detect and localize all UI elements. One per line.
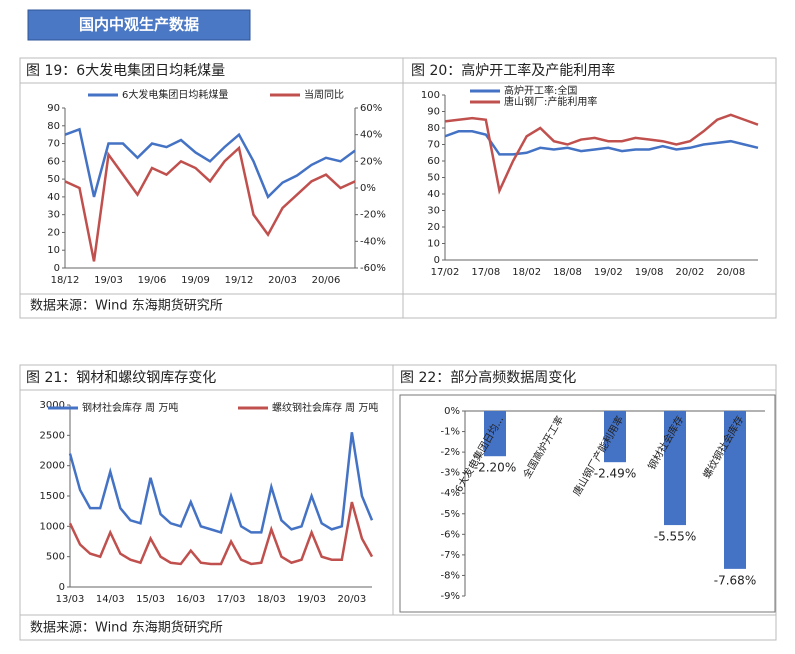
bar: [724, 411, 746, 569]
y-tick-label: -60%: [360, 263, 386, 274]
y-tick-label: 0: [54, 263, 60, 274]
panel-title: 图 22：部分高频数据周变化: [400, 369, 576, 386]
y-tick-label: 70: [427, 140, 440, 151]
y-tick-label: 30: [47, 210, 60, 221]
y-tick-label: -2%: [441, 447, 460, 458]
y-tick-label: 20%: [360, 156, 382, 167]
x-tick-label: 20/03: [268, 275, 297, 286]
x-tick-label: 20/02: [676, 267, 705, 278]
legend-label: 钢材社会库存 周 万吨: [82, 401, 178, 414]
y-tick-label: 60: [427, 156, 440, 167]
panel-title: 图 19：6大发电集团日均耗煤量: [26, 62, 225, 79]
y-tick-label: 20: [427, 222, 440, 233]
y-tick-label: -6%: [441, 529, 460, 540]
series-line: [444, 113, 759, 195]
y-tick-label: 80: [47, 121, 60, 132]
x-tick-label: 19/09: [181, 275, 210, 286]
y-tick-label: 3000: [40, 400, 65, 411]
y-tick-label: 100: [421, 90, 440, 101]
x-tick-label: 15/03: [136, 594, 165, 605]
banner-title: 国内中观生产数据: [79, 16, 199, 34]
y-tick-label: -7%: [441, 550, 460, 561]
y-tick-label: 60: [47, 156, 60, 167]
panel-title: 图 20：高炉开工率及产能利用率: [411, 62, 615, 79]
y-tick-label: 0%: [444, 406, 460, 417]
value-label: -5.55%: [654, 530, 696, 544]
y-tick-label: 40: [47, 192, 60, 203]
x-tick-label: 19/03: [297, 594, 326, 605]
y-tick-label: 50: [427, 173, 440, 184]
legend-label: 唐山钢厂:产能利用率: [504, 95, 597, 108]
value-label: -2.49%: [594, 467, 636, 481]
x-tick-label: 17/02: [431, 267, 460, 278]
x-tick-label: 19/06: [138, 275, 167, 286]
x-tick-label: 20/06: [312, 275, 341, 286]
x-tick-label: 17/03: [217, 594, 246, 605]
banner: [27, 9, 251, 41]
legend-label: 高炉开工率:全国: [504, 84, 577, 97]
x-tick-label: 20/08: [716, 267, 745, 278]
series-line: [64, 145, 356, 262]
y-tick-label: 20: [47, 227, 60, 238]
y-tick-label: -40%: [360, 236, 386, 247]
y-tick-label: 40: [427, 189, 440, 200]
y-tick-label: 80: [427, 123, 440, 134]
y-tick-label: 70: [47, 139, 60, 150]
y-tick-label: 500: [46, 552, 65, 563]
y-tick-label: -8%: [441, 570, 460, 581]
bar: [664, 411, 686, 526]
y-tick-label: 1000: [40, 521, 65, 532]
x-tick-label: 19/08: [635, 267, 664, 278]
x-tick-label: 16/03: [176, 594, 205, 605]
x-tick-label: 18/02: [512, 267, 541, 278]
y-tick-label: 0: [59, 582, 65, 593]
y-tick-label: -20%: [360, 210, 386, 221]
y-tick-label: 10: [427, 239, 440, 250]
x-tick-label: 14/03: [96, 594, 125, 605]
x-tick-label: 全国高炉开工率: [520, 414, 566, 481]
y-tick-label: 0: [434, 255, 440, 266]
x-tick-label: 19/12: [225, 275, 254, 286]
y-tick-label: -5%: [441, 509, 460, 520]
y-tick-label: 40%: [360, 130, 382, 141]
series-line: [68, 501, 374, 566]
x-tick-label: 18/03: [257, 594, 286, 605]
x-tick-label: 19/03: [94, 275, 123, 286]
y-tick-label: 0%: [360, 183, 376, 194]
y-tick-label: -9%: [441, 591, 460, 602]
source: 数据来源：Wind 东海期货研究所: [30, 620, 223, 636]
panel-title: 图 21：钢材和螺纹钢库存变化: [26, 370, 216, 386]
source: 数据来源：Wind 东海期货研究所: [30, 298, 223, 314]
y-tick-label: 50: [47, 174, 60, 185]
bar: [604, 411, 626, 463]
y-tick-label: 30: [427, 206, 440, 217]
y-tick-label: -4%: [441, 488, 460, 499]
y-tick-label: 60%: [360, 103, 382, 114]
value-label: -2.20%: [474, 461, 516, 475]
legend-label: 6大发电集团日均耗煤量: [122, 88, 228, 101]
x-tick-label: 18/12: [51, 275, 80, 286]
y-tick-label: 90: [427, 107, 440, 118]
y-tick-label: 2000: [40, 461, 65, 472]
y-tick-label: 10: [47, 245, 60, 256]
frames: [19, 57, 777, 641]
y-tick-label: 90: [47, 103, 60, 114]
bar: [484, 411, 506, 457]
x-tick-label: 17/08: [471, 267, 500, 278]
y-tick-label: 1500: [40, 491, 65, 502]
value-label: -7.68%: [714, 573, 756, 587]
x-tick-label: 19/02: [594, 267, 623, 278]
legend-label: 当周同比: [304, 88, 344, 101]
x-tick-label: 13/03: [56, 594, 85, 605]
legend-label: 螺纹钢社会库存 周 万吨: [272, 401, 378, 414]
series-line: [68, 432, 374, 534]
y-tick-label: -3%: [441, 468, 460, 479]
series-line: [64, 127, 356, 200]
y-tick-label: -1%: [441, 427, 460, 438]
x-tick-label: 18/08: [553, 267, 582, 278]
x-tick-label: 20/03: [337, 594, 366, 605]
y-tick-label: 2500: [40, 430, 65, 441]
series-line: [444, 130, 759, 156]
